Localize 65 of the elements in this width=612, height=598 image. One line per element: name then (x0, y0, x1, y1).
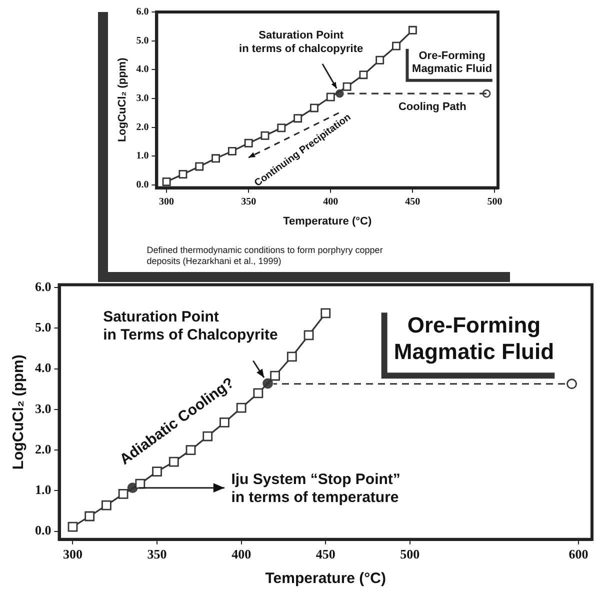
point (392, 42, 400, 50)
annotation: Saturation Point in terms of chalcopyrite (239, 30, 364, 55)
y-tick-label: 5.0 (136, 35, 149, 46)
point (212, 154, 220, 163)
y-tick-label: 4.0 (136, 64, 149, 76)
y-axis-title: LogCuCl₂ (ppm) (116, 57, 129, 142)
point (320, 308, 331, 318)
x-axis-title: Temperature (°C) (283, 215, 372, 228)
x-tick-label: 450 (316, 546, 336, 562)
point (244, 138, 253, 148)
point (376, 56, 384, 64)
point (286, 352, 297, 362)
x-tick-label: 500 (400, 546, 420, 562)
annotation: Cooling Path (398, 101, 467, 114)
point (186, 445, 196, 456)
x-tick-label: 300 (62, 546, 82, 562)
y-tick-label: 1.0 (35, 482, 52, 498)
y-tick-label: 1.0 (136, 150, 149, 162)
point (260, 131, 270, 140)
point (408, 26, 417, 34)
y-tick-label: 6.0 (35, 279, 52, 294)
annotation: Iju System “Stop Point” in terms of temperature (231, 470, 400, 506)
point (118, 488, 128, 499)
point (152, 466, 162, 477)
annotation: Saturation Point in Terms of Chalcopyrite (103, 308, 278, 344)
y-tick-label: 3.0 (35, 400, 52, 416)
y-tick-label: 5.0 (35, 320, 52, 335)
y-tick-label: 0.0 (35, 522, 52, 538)
point (253, 388, 264, 398)
point (342, 82, 352, 91)
point (236, 402, 246, 413)
y-tick-label: 3.0 (136, 93, 149, 104)
point (304, 330, 314, 340)
y-tick-label: 6.0 (136, 6, 149, 18)
text: Defined thermodynamic conditions to form porphyry copper deposits (Hezarkhani et al., 1999) (146, 244, 383, 266)
y-tick-label: 2.0 (136, 122, 149, 133)
y-axis-title: LogCuCl₂ (ppm) (10, 354, 28, 470)
annotation: Ore-Forming Magmatic Fluid (412, 50, 492, 76)
x-tick-label: 300 (159, 196, 174, 208)
point (326, 92, 335, 102)
point (68, 522, 78, 532)
point (566, 378, 577, 390)
point (162, 178, 171, 186)
x-tick-label: 500 (487, 196, 502, 208)
x-tick-label: 350 (147, 546, 167, 562)
annotation: Ore-Forming Magmatic Fluid (394, 312, 554, 364)
point (102, 500, 112, 510)
point (195, 162, 204, 171)
x-tick-label: 600 (568, 546, 588, 562)
x-axis-title: Temperature (°C) (265, 570, 386, 588)
y-tick-label: 0.0 (136, 179, 149, 190)
y-tick-label: 4.0 (35, 360, 52, 376)
x-tick-label: 400 (232, 546, 252, 562)
point (359, 70, 368, 80)
x-tick-label: 350 (241, 196, 256, 208)
point (202, 431, 213, 442)
point (178, 170, 188, 178)
point (310, 104, 318, 112)
x-tick-label: 450 (405, 196, 420, 208)
point (228, 146, 236, 156)
y-tick-label: 2.0 (35, 441, 52, 456)
point (84, 511, 95, 522)
x-tick-label: 400 (323, 196, 338, 208)
point (270, 370, 280, 381)
point (277, 124, 286, 132)
